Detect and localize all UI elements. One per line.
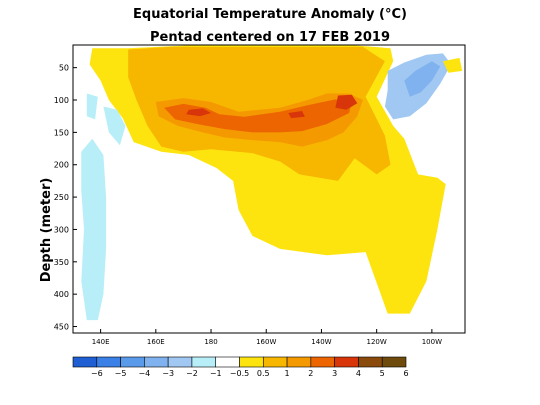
colorbar-label: 3	[332, 369, 337, 378]
anomaly-region	[81, 138, 107, 321]
chart-subtitle: Pentad centered on 17 FEB 2019	[150, 30, 390, 45]
anomaly-region	[186, 108, 211, 117]
chart-title: Equatorial Temperature Anomaly (°C)	[133, 7, 407, 22]
y-tick-label: 250	[54, 193, 69, 202]
colorbar-swatch	[191, 356, 217, 368]
colorbar-swatch	[262, 356, 288, 368]
y-axis-label-text: Depth (meter)	[39, 178, 54, 283]
colorbar-label: −5	[115, 369, 127, 378]
colorbar-label: 4	[356, 369, 361, 378]
x-tick-label: 100W	[422, 338, 442, 346]
colorbar-swatch	[286, 356, 312, 368]
x-tick-label: 160E	[147, 338, 165, 346]
x-tick-label: 160W	[256, 338, 276, 346]
axes: 50 100 150 200 250 300 350 400 450 140E 160E 180 160…	[54, 44, 466, 346]
plot-area	[73, 45, 465, 333]
colorbar-swatch	[215, 356, 240, 368]
colorbar-swatch	[334, 356, 359, 368]
colorbar-swatch	[72, 356, 98, 368]
colorbar-swatch	[310, 356, 335, 368]
colorbar-label: 2	[308, 369, 313, 378]
colorbar-label: 0.5	[257, 369, 270, 378]
plot-frame	[72, 44, 466, 334]
y-tick-label: 300	[54, 225, 69, 234]
anomaly-region	[442, 57, 463, 73]
y-tick-label: 350	[54, 258, 69, 267]
anomaly-region	[335, 94, 358, 110]
colorbar-swatch	[120, 356, 145, 368]
y-tick-label: 50	[59, 64, 69, 73]
colorbar: −6 −5 −4 −3 −2 −1 −0.5 0.5 1 2 3 4 5 6	[72, 356, 409, 378]
colorbar-swatch	[144, 356, 169, 368]
x-tick-label: 180	[204, 338, 217, 346]
anomaly-region	[164, 99, 352, 133]
colorbar-swatch	[96, 356, 121, 368]
colorbar-label: −4	[138, 369, 150, 378]
y-tick-label: 450	[54, 323, 69, 332]
anomaly-region	[288, 111, 305, 119]
anomaly-region	[86, 93, 98, 120]
colorbar-label: −6	[91, 369, 103, 378]
colorbar-label: 5	[380, 369, 385, 378]
colorbar-swatch	[167, 356, 193, 368]
colorbar-label: −0.5	[230, 369, 249, 378]
y-tick-label: 150	[54, 128, 69, 137]
colorbar-label: 6	[403, 369, 408, 378]
colorbar-label: −3	[162, 369, 174, 378]
colorbar-swatch	[358, 356, 383, 368]
colorbar-swatch	[239, 356, 264, 368]
colorbar-label: −2	[186, 369, 198, 378]
y-tick-label: 200	[54, 161, 69, 170]
y-tick-label: 100	[54, 96, 69, 105]
anomaly-region	[404, 61, 441, 97]
y-tick-label: 400	[54, 290, 69, 299]
x-tick-label: 140E	[92, 338, 110, 346]
x-tick-label: 120W	[367, 338, 387, 346]
anomaly-region	[103, 106, 126, 146]
colorbar-swatch	[381, 356, 407, 368]
colorbar-label: −1	[210, 369, 222, 378]
colorbar-label: 1	[285, 369, 290, 378]
x-tick-label: 140W	[311, 338, 331, 346]
y-axis-label: Depth (meter)	[39, 178, 54, 283]
